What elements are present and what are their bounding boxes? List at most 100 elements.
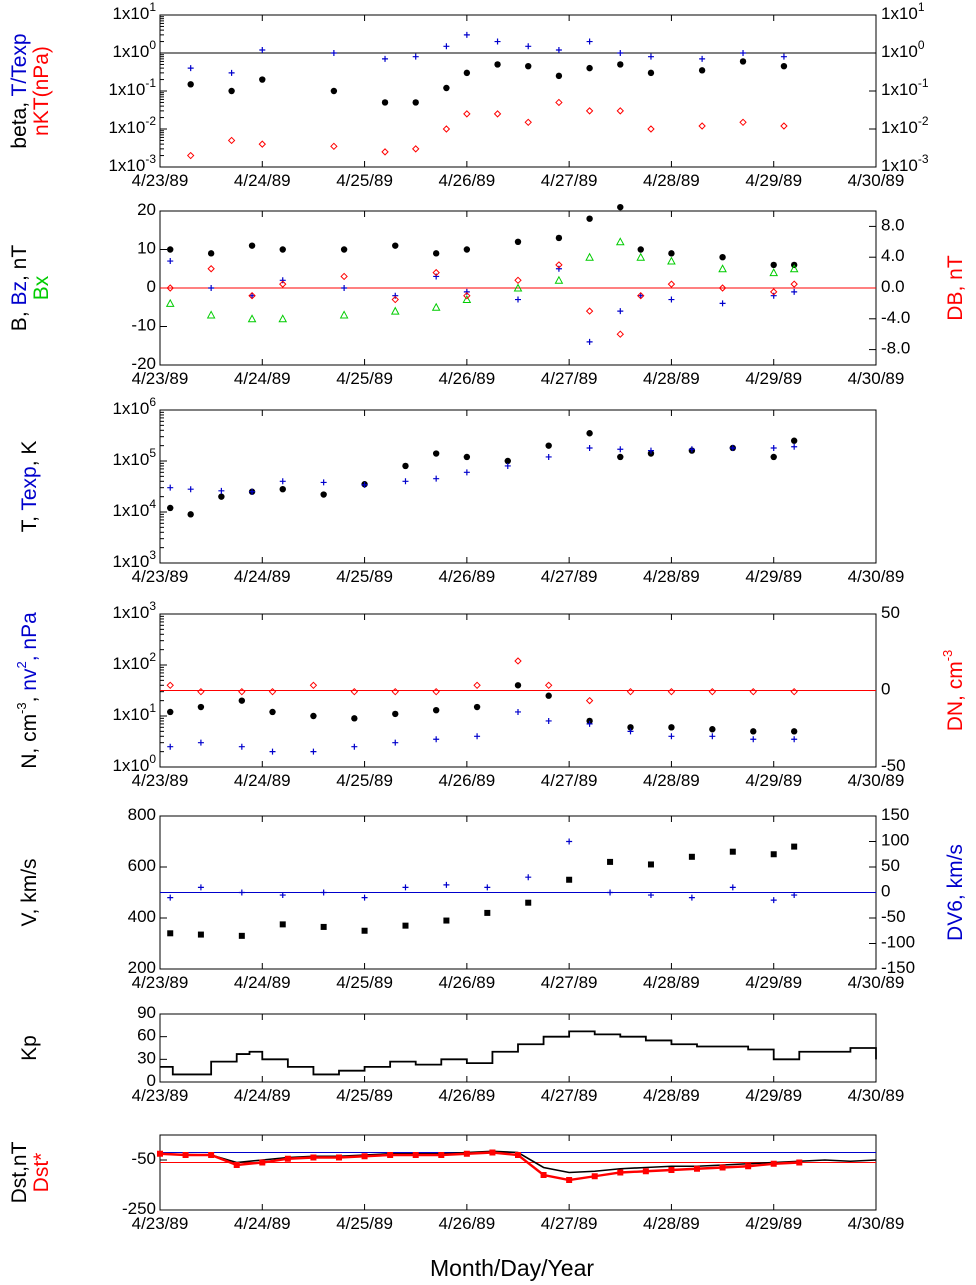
x-tick-label: 4/26/89	[438, 567, 495, 586]
data-point	[525, 899, 532, 906]
data-point	[780, 53, 787, 60]
data-point	[259, 76, 266, 83]
data-point	[791, 843, 798, 850]
right-tick-label: -8.0	[881, 339, 910, 358]
data-point	[279, 277, 286, 284]
x-tick-label: 4/27/89	[541, 171, 598, 190]
x-tick-label: 4/25/89	[336, 1214, 393, 1233]
data-point	[555, 46, 562, 53]
data-point	[555, 265, 562, 272]
data-point	[249, 292, 256, 299]
data-point	[269, 708, 276, 716]
data-point	[187, 81, 194, 88]
y-axis-label: V, km/s	[18, 858, 41, 926]
x-tick-label: 4/25/89	[336, 369, 393, 388]
right-tick-label: 50	[881, 603, 900, 622]
y-tick-label: 800	[128, 805, 156, 824]
data-point	[790, 728, 798, 735]
dst-star-point	[668, 1167, 675, 1173]
data-point	[248, 291, 256, 300]
data-point	[227, 136, 236, 145]
data-point	[514, 657, 522, 665]
data-point	[432, 450, 440, 457]
y-tick-label: 1x101	[112, 701, 156, 724]
x-tick-label: 4/23/89	[132, 1214, 189, 1233]
y-axis-label: N, cm-3, nv2, nPa	[14, 612, 41, 769]
data-point	[238, 697, 246, 704]
data-point	[340, 272, 348, 281]
data-point	[228, 87, 235, 95]
x-tick-label: 4/24/89	[234, 369, 291, 388]
data-point	[351, 743, 358, 750]
x-tick-label: 4/27/89	[541, 973, 598, 992]
x-tick-label: 4/30/89	[848, 1086, 905, 1105]
data-point	[698, 67, 706, 74]
data-point	[769, 268, 779, 277]
x-tick-label: 4/28/89	[643, 1214, 700, 1233]
data-point	[166, 681, 174, 690]
data-point	[790, 687, 798, 696]
data-point	[616, 330, 624, 338]
data-point	[699, 55, 706, 62]
data-point	[770, 851, 777, 858]
y-tick-label: 1x103	[112, 599, 156, 622]
right-axis-label: DN, cm-3	[940, 650, 967, 732]
kp-step-line	[160, 1030, 877, 1076]
data-point	[433, 736, 440, 743]
series-0	[187, 58, 788, 106]
data-point	[392, 292, 399, 299]
y-tick-label: 30	[137, 1049, 156, 1068]
dst-star-line	[159, 1151, 800, 1182]
data-point	[586, 430, 593, 437]
data-point	[268, 687, 277, 696]
data-point	[514, 238, 522, 245]
data-point	[617, 308, 624, 315]
data-point	[320, 491, 327, 498]
series-0	[167, 843, 798, 939]
series-3	[166, 261, 798, 338]
y-tick-label: -20	[131, 354, 156, 373]
data-point	[667, 256, 676, 265]
dst-star-point	[157, 1150, 163, 1157]
data-point	[709, 733, 716, 740]
x-tick-label: 4/27/89	[541, 1214, 598, 1233]
x-tick-label: 4/26/89	[438, 1086, 495, 1105]
data-point	[770, 288, 778, 296]
data-point	[513, 283, 523, 292]
x-tick-label: 4/23/89	[132, 567, 189, 586]
data-point	[555, 98, 563, 107]
data-point	[585, 252, 594, 261]
data-point	[647, 69, 655, 77]
dst-star-point	[463, 1150, 470, 1157]
data-point	[330, 142, 338, 151]
data-point	[463, 291, 471, 300]
data-point	[637, 292, 644, 299]
plot-frame	[159, 14, 877, 168]
data-point	[627, 728, 634, 735]
data-point	[616, 107, 624, 115]
data-point	[493, 110, 502, 118]
dst-star-point	[336, 1154, 342, 1161]
data-point	[187, 65, 194, 72]
x-tick-label: 4/24/89	[234, 567, 291, 586]
data-point	[667, 280, 676, 288]
data-point	[729, 848, 736, 855]
series-1	[187, 31, 787, 76]
y-axis-label: B, Bz, nT	[8, 245, 31, 332]
series-0	[167, 682, 798, 735]
x-tick-label: 4/25/89	[336, 1086, 393, 1105]
data-point	[187, 486, 194, 493]
data-point	[524, 118, 532, 127]
x-tick-label: 4/27/89	[541, 1086, 598, 1105]
x-tick-label: 4/28/89	[643, 171, 700, 190]
right-tick-label: 1x101	[881, 0, 925, 23]
data-point	[791, 892, 798, 899]
y-tick-label: 1x10-1	[108, 76, 156, 99]
dst-star-point	[182, 1152, 189, 1158]
y-tick-label: 20	[137, 200, 156, 219]
x-tick-label: 4/28/89	[643, 369, 700, 388]
data-point	[668, 296, 675, 303]
data-point	[443, 917, 450, 924]
data-point	[392, 739, 399, 746]
data-point	[167, 930, 174, 937]
